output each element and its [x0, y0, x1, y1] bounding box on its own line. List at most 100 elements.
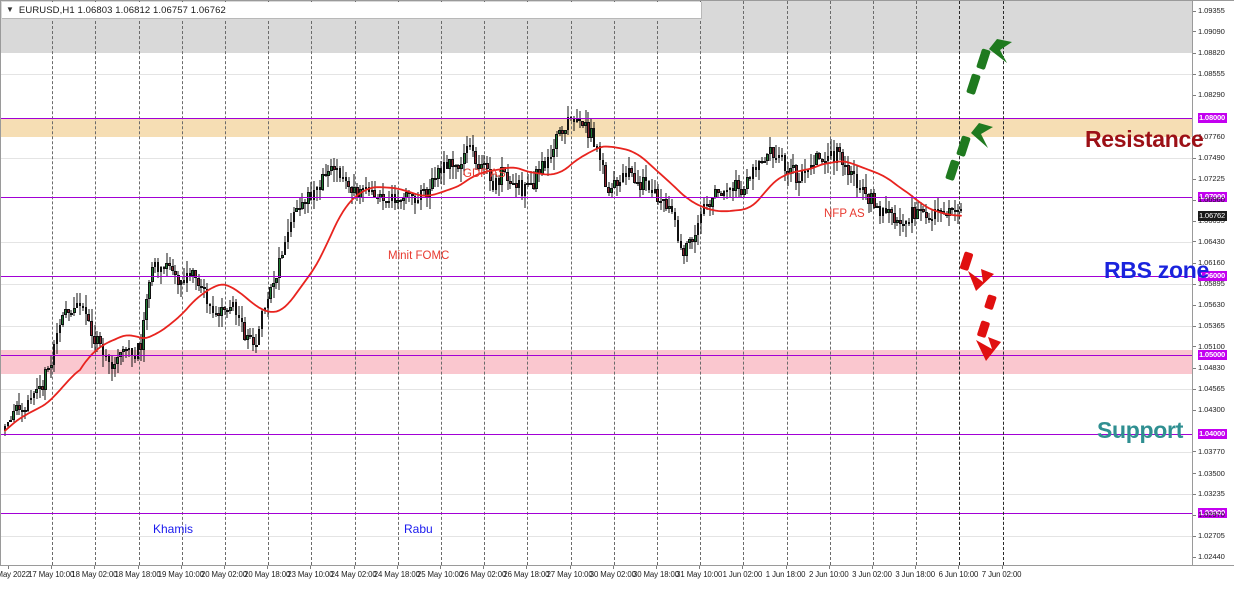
- time-tick-label: 25 May 10:00: [416, 570, 464, 579]
- price-tick: 1.07225: [1193, 174, 1234, 184]
- price-tick-label: 1.03235: [1198, 489, 1225, 499]
- period-separator: [527, 1, 529, 565]
- tick-dash: [1193, 283, 1196, 285]
- candle-body: [280, 254, 284, 259]
- candlestick: [590, 119, 593, 142]
- candlestick: [745, 169, 749, 194]
- resistance-zone-band: [1, 117, 1192, 137]
- price-tick-label: 1.07760: [1198, 132, 1225, 142]
- candle-wick: [775, 144, 777, 163]
- candle-wick: [469, 138, 471, 151]
- time-tick: [872, 566, 873, 569]
- price-tick: 1.02705: [1193, 531, 1234, 541]
- symbol-ohlc-text: EURUSD,H1 1.06803 1.06812 1.06757 1.0676…: [18, 4, 226, 16]
- candlestick: [575, 109, 579, 123]
- candle-wick: [573, 115, 575, 131]
- time-tick: [94, 566, 96, 569]
- period-separator: [441, 1, 442, 565]
- price-tick: 1.06430: [1193, 237, 1234, 247]
- candlestick: [558, 127, 561, 137]
- price-tick-label: 1.06762: [1198, 210, 1228, 221]
- candlestick: [564, 130, 567, 145]
- tick-dash: [1193, 433, 1196, 434]
- candle-wick: [792, 154, 794, 174]
- tick-dash: [1193, 10, 1196, 12]
- candle-wick: [585, 110, 587, 133]
- candle-wick: [353, 174, 355, 197]
- candle-wick: [830, 139, 832, 160]
- level-line-1.08000[interactable]: [1, 117, 1192, 119]
- price-chart-canvas[interactable]: Minit FOMC GDP AS NFP AS Khamis Rabu ▼ E…: [0, 0, 1193, 566]
- period-separator: [829, 1, 831, 565]
- price-tick-label: 1.02705: [1198, 531, 1225, 541]
- candle-wick: [371, 180, 373, 195]
- level-line-1.07000[interactable]: [1, 196, 1192, 198]
- time-tick-label: 18 May 02:00: [71, 570, 118, 579]
- candlestick: [584, 110, 587, 133]
- price-tick: 1.04565: [1193, 384, 1234, 394]
- period-separator: [311, 1, 313, 565]
- annotation-nfp-as: NFP AS: [824, 208, 865, 220]
- price-tick: 1.09355: [1193, 6, 1234, 16]
- candle-wick: [564, 130, 566, 145]
- tick-dash: [1193, 388, 1196, 390]
- candle-wick: [798, 173, 800, 196]
- price-tick-label: 1.05895: [1198, 279, 1225, 289]
- price-tick-label: 1.05630: [1198, 300, 1225, 310]
- tick-dash: [1193, 73, 1196, 75]
- time-tick-label: 3 Jun 02:00: [852, 570, 892, 579]
- price-tick-label: 1.08000: [1198, 113, 1228, 123]
- candlestick: [587, 111, 590, 148]
- time-tick: [180, 566, 182, 569]
- candlestick: [561, 126, 564, 141]
- period-separator: [613, 1, 615, 565]
- gridline: [1, 158, 1192, 160]
- price-tick: 1.06160: [1193, 258, 1234, 268]
- candle-body: [44, 369, 47, 390]
- tick-dash: [1193, 409, 1196, 411]
- period-separator: [225, 1, 226, 565]
- candle-body: [584, 122, 587, 127]
- candle-body: [558, 129, 561, 135]
- price-tick: 1.08820: [1193, 48, 1234, 58]
- level-line-1.06000[interactable]: [1, 275, 1192, 277]
- level-line-1.04000[interactable]: [1, 433, 1192, 435]
- candle-wick: [530, 170, 532, 185]
- tick-dash: [1193, 346, 1196, 348]
- time-tick: [569, 566, 571, 569]
- tick-dash: [1193, 117, 1196, 118]
- price-tick-label: 1.02970: [1198, 510, 1225, 520]
- time-tick-label: 7 Jun 02:00: [981, 570, 1022, 579]
- candle-wick: [651, 179, 653, 198]
- price-tick: 1.03500: [1193, 468, 1234, 478]
- candle-wick: [336, 158, 338, 182]
- price-tick: 1.06762: [1193, 210, 1234, 221]
- candlestick: [711, 196, 714, 215]
- price-tick-label: 1.07000: [1198, 192, 1228, 202]
- tick-dash: [1193, 220, 1196, 222]
- time-tick-label: 18 May 18:00: [114, 570, 161, 579]
- price-axis[interactable]: 1.09355 1.09090 1.08820 1.08555 1.08290 1.080…: [1193, 0, 1234, 566]
- time-tick-label: 1 Jun 18:00: [765, 570, 806, 579]
- level-line-1.05000[interactable]: [1, 354, 1192, 356]
- level-line-1.03000[interactable]: [1, 512, 1192, 514]
- price-tick: 1.05100: [1193, 342, 1234, 352]
- candle-body: [566, 117, 570, 131]
- price-tick-label: 1.03000: [1198, 507, 1228, 518]
- candle-body: [587, 122, 590, 138]
- gridline: [1, 389, 1192, 391]
- period-separator: [397, 1, 399, 565]
- price-tick: 1.04830: [1193, 363, 1234, 373]
- data-window-title[interactable]: ▼ EURUSD,H1 1.06803 1.06812 1.06757 1.06…: [2, 2, 702, 19]
- time-tick: [224, 566, 225, 569]
- price-tick-label: 1.03770: [1198, 447, 1225, 457]
- candle-wick: [299, 196, 301, 216]
- candle-body: [292, 212, 296, 223]
- time-tick-label: 31 May 10:00: [676, 570, 723, 579]
- chevron-down-icon[interactable]: ▼: [6, 5, 14, 14]
- price-tick-label: 1.08555: [1198, 69, 1225, 79]
- price-tick-label: 1.06695: [1198, 216, 1225, 226]
- tick-dash: [1193, 199, 1196, 201]
